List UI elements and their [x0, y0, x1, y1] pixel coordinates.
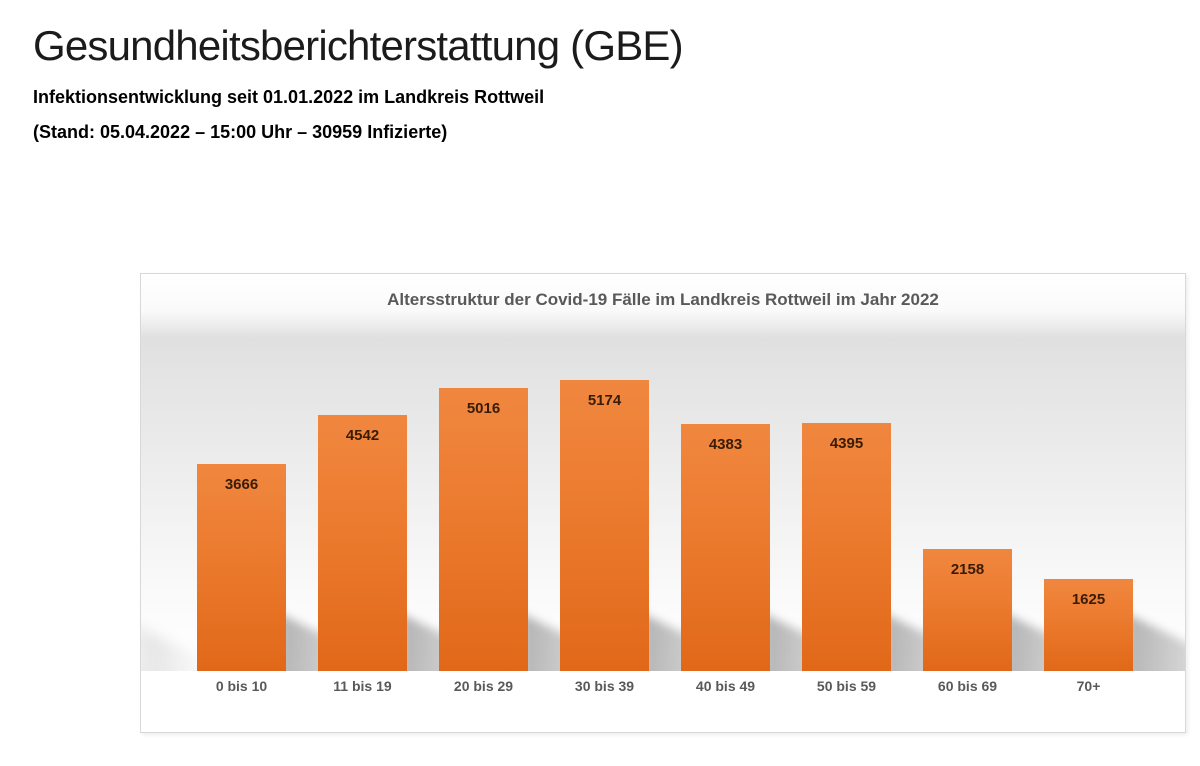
- x-axis-label: 0 bis 10: [215, 678, 268, 694]
- bar-value-label: 4383: [708, 436, 743, 454]
- bar-group-60-bis-69: 2158: [907, 333, 1156, 671]
- bar: 4383: [680, 424, 771, 671]
- age-structure-chart: Altersstruktur der Covid-19 Fälle im Lan…: [140, 273, 1186, 733]
- bar-value-label: 5016: [466, 400, 501, 418]
- bar-group-70+: 1625: [1028, 333, 1185, 671]
- page-subtitle: Infektionsentwicklung seit 01.01.2022 im…: [33, 87, 545, 108]
- page-title: Gesundheitsberichterstattung (GBE): [33, 22, 684, 69]
- x-axis-label: 40 bis 49: [695, 678, 756, 694]
- chart-title: Altersstruktur der Covid-19 Fälle im Lan…: [387, 290, 939, 309]
- bar: 4542: [317, 415, 408, 671]
- bar-value-label: 3666: [224, 476, 259, 494]
- bar: 1625: [1043, 579, 1134, 671]
- bar-value-label: 5174: [587, 391, 622, 409]
- x-axis-label: 20 bis 29: [453, 678, 514, 694]
- x-axis-label: 70+: [1076, 678, 1101, 694]
- bar-value-label: 4395: [829, 435, 864, 453]
- bar-value-label: 1625: [1071, 591, 1106, 609]
- bar-group-50-bis-59: 4395: [786, 333, 1035, 671]
- x-axis-label: 11 bis 19: [333, 678, 392, 694]
- bar-group-0-bis-10: 3666: [181, 333, 430, 671]
- x-axis-label: 30 bis 39: [574, 678, 635, 694]
- bar: 4395: [801, 423, 892, 671]
- x-axis: 0 bis 10 11 bis 19 20 bis 29 30 bis 39 40 bi…: [141, 678, 1185, 694]
- status-line: (Stand: 05.04.2022 – 15:00 Uhr – 30959 I…: [33, 122, 448, 143]
- bar: 3666: [196, 464, 287, 671]
- page-header: Gesundheitsberichterstattung (GBE) Infek…: [33, 22, 684, 143]
- x-axis-label: 60 bis 69: [937, 678, 998, 694]
- x-axis-label: 50 bis 59: [816, 678, 877, 694]
- bar: 2158: [922, 549, 1013, 671]
- bar: 5016: [438, 388, 529, 671]
- bar: 5174: [559, 379, 650, 671]
- bar-group-11-bis-19: 4542: [302, 333, 551, 671]
- bar-group-30-bis-39: 5174: [544, 333, 793, 671]
- bar-shadow-decoration: [1126, 613, 1185, 671]
- bar-group-40-bis-49: 4383: [665, 333, 914, 671]
- bar-value-label: 2158: [950, 561, 985, 579]
- bar-group-20-bis-29: 5016: [423, 333, 672, 671]
- plot-area: 3666 4542 5016 5174 4383 4395 2158: [141, 333, 1185, 671]
- bar-value-label: 4542: [345, 427, 380, 445]
